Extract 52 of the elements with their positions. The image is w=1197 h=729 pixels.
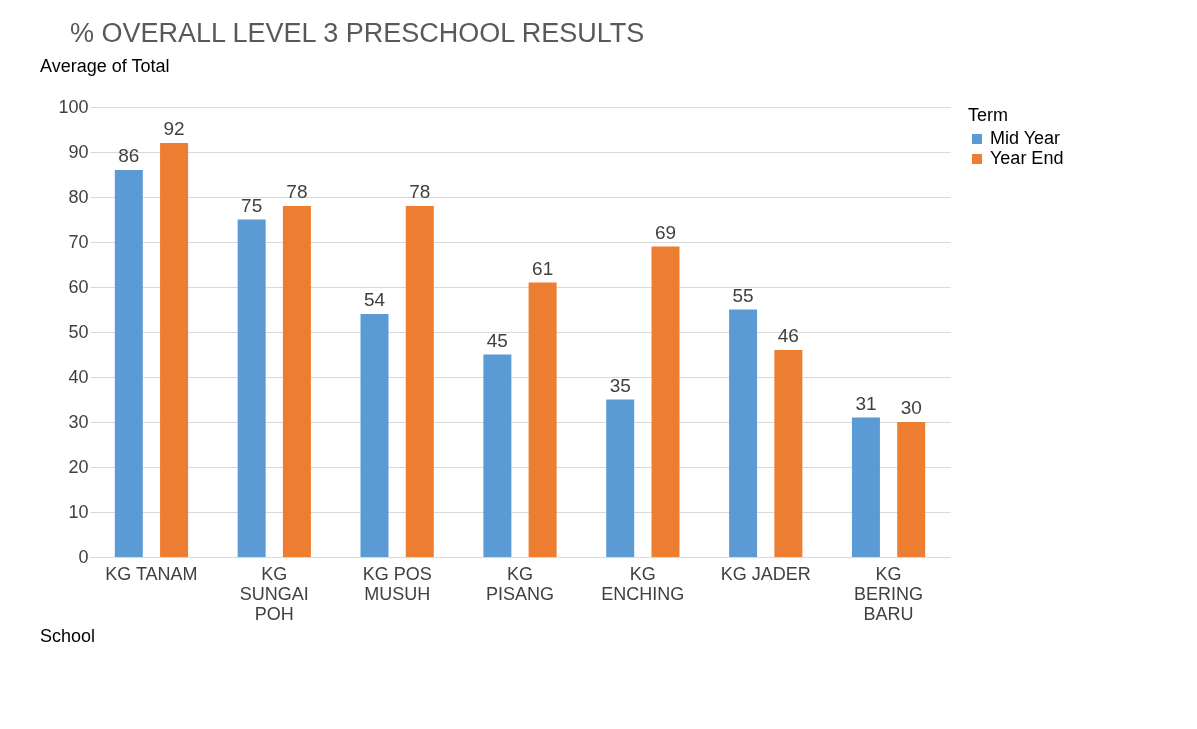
data-label: 31 xyxy=(855,392,877,414)
x-tick-label: KG ENCHING xyxy=(601,563,685,604)
legend-label: Mid Year xyxy=(990,128,1061,148)
bar xyxy=(651,246,680,557)
bar xyxy=(160,143,189,557)
data-label: 92 xyxy=(163,118,185,139)
data-label: 54 xyxy=(363,289,386,310)
bar xyxy=(729,309,758,557)
y-tick-label: 100 xyxy=(58,96,89,117)
y-tick-label: 60 xyxy=(68,276,89,297)
data-label: 45 xyxy=(486,329,508,351)
y-tick-label: 10 xyxy=(68,501,89,522)
data-label: 78 xyxy=(409,181,431,202)
data-label: 35 xyxy=(609,374,631,396)
x-tick-label: KG POS MUSUH xyxy=(362,563,432,604)
y-tick-label: 20 xyxy=(68,456,89,477)
data-label: 86 xyxy=(118,145,140,166)
data-label: 61 xyxy=(532,257,554,279)
legend-label: Year End xyxy=(990,148,1064,168)
data-label: 55 xyxy=(732,284,754,306)
y-tick-label: 40 xyxy=(68,366,89,387)
bar xyxy=(237,219,266,557)
data-label: 46 xyxy=(777,325,799,346)
bar xyxy=(897,422,926,557)
bar xyxy=(405,206,434,557)
x-tick-label: KG BERING BARU xyxy=(854,563,924,624)
chart-title: % OVERALL LEVEL 3 PRESCHOOL RESULTS xyxy=(70,18,645,48)
y-tick-label: 70 xyxy=(68,231,89,252)
bar xyxy=(528,282,557,557)
x-tick-label: KG TANAM xyxy=(105,563,198,584)
bar xyxy=(483,354,512,557)
data-label: 30 xyxy=(900,397,922,418)
text: Average of Total xyxy=(40,56,170,76)
legend-title: Term xyxy=(968,105,1008,125)
x-tick-label: KG PISANG xyxy=(485,563,555,604)
bar xyxy=(774,350,803,557)
bar xyxy=(360,314,389,557)
y-tick-label: 30 xyxy=(68,411,89,432)
bar xyxy=(282,206,311,557)
bar xyxy=(606,399,635,557)
bar xyxy=(114,170,143,557)
y-tick-label: 90 xyxy=(68,141,89,162)
data-label: 69 xyxy=(654,221,677,243)
data-label: 78 xyxy=(286,181,308,202)
y-tick-label: 0 xyxy=(78,546,89,567)
data-label: 75 xyxy=(241,194,263,216)
x-tick-label: KG SUNGAI POH xyxy=(239,563,309,624)
x-tick-label: KG JADER xyxy=(720,563,811,584)
bar xyxy=(851,417,880,557)
y-tick-label: 80 xyxy=(68,186,89,207)
text: School xyxy=(40,626,96,646)
y-tick-label: 50 xyxy=(68,321,89,342)
